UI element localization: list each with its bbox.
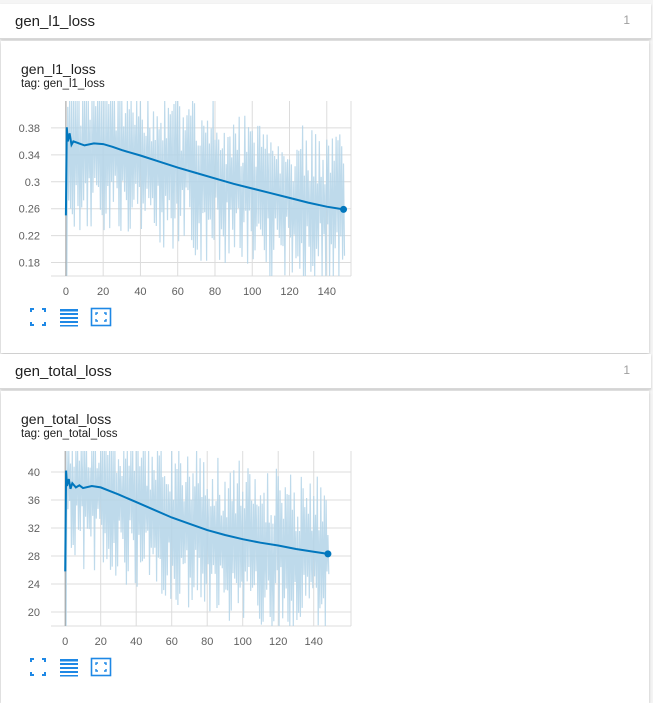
y-tick-label: 40 xyxy=(28,467,40,479)
card-title: gen_total_loss xyxy=(21,411,112,427)
y-tick-label: 28 xyxy=(28,551,40,563)
series-line xyxy=(64,470,329,572)
data-table-icon[interactable] xyxy=(57,656,81,678)
x-tick-label: 60 xyxy=(172,286,184,298)
expand-icon[interactable] xyxy=(26,656,50,678)
x-tick-label: 140 xyxy=(318,286,336,298)
raw-data-trace xyxy=(64,450,330,627)
card-title: gen_l1_loss xyxy=(21,61,96,77)
y-tick-label: 36 xyxy=(28,495,40,507)
raw-data-band xyxy=(64,450,330,627)
section-title: gen_total_loss xyxy=(15,363,112,380)
scalar-card-gen-l1-loss: gen_l1_loss tag: gen_l1_loss 0.18 0.22 0.2… xyxy=(1,41,649,353)
section-header-gen-total-loss[interactable]: gen_total_loss 1 xyxy=(0,354,651,389)
line-chart-gen-l1-loss[interactable]: 0.18 0.22 0.26 0.3 0.34 0.38 0 20 40 60 80 100 120 14… xyxy=(1,41,649,353)
section-header-gen-l1-loss[interactable]: gen_l1_loss 1 xyxy=(0,4,651,39)
y-tick-label: 32 xyxy=(28,523,40,535)
x-tick-label: 0 xyxy=(63,286,69,298)
card-tag: tag: gen_l1_loss xyxy=(21,78,105,90)
x-tick-label: 100 xyxy=(243,286,261,298)
card-tag: tag: gen_total_loss xyxy=(21,428,118,440)
data-table-icon[interactable] xyxy=(57,306,81,328)
x-tick-label: 120 xyxy=(269,636,287,648)
y-tick-label: 0.38 xyxy=(19,123,40,135)
y-tick-label: 0.22 xyxy=(19,231,40,243)
x-tick-label: 60 xyxy=(166,636,178,648)
x-tick-label: 40 xyxy=(130,636,142,648)
section-count: 1 xyxy=(623,363,630,377)
section-title: gen_l1_loss xyxy=(15,13,96,30)
expand-icon[interactable] xyxy=(26,306,50,328)
y-tick-label: 0.34 xyxy=(19,150,40,162)
line-chart-gen-total-loss[interactable]: 20 24 28 32 36 40 0 20 40 60 80 100 120 140 xyxy=(1,391,649,703)
x-tick-label: 100 xyxy=(234,636,252,648)
fit-domain-icon[interactable] xyxy=(89,306,113,328)
raw-data-trace xyxy=(65,100,346,277)
series-end-point xyxy=(324,550,332,558)
x-tick-label: 40 xyxy=(134,286,146,298)
x-tick-label: 20 xyxy=(97,286,109,298)
series-line xyxy=(64,127,344,216)
y-tick-label: 0.18 xyxy=(19,258,40,270)
y-tick-label: 0.3 xyxy=(25,177,40,189)
y-tick-label: 0.26 xyxy=(19,204,40,216)
x-tick-label: 20 xyxy=(95,636,107,648)
series-end-point xyxy=(340,205,348,213)
scalar-card-gen-total-loss: gen_total_loss tag: gen_total_loss 20 24 2… xyxy=(1,391,649,703)
x-tick-label: 120 xyxy=(280,286,298,298)
x-tick-label: 140 xyxy=(305,636,323,648)
raw-data-band xyxy=(65,100,346,277)
x-tick-label: 80 xyxy=(201,636,213,648)
x-tick-label: 80 xyxy=(209,286,221,298)
x-tick-label: 0 xyxy=(62,636,68,648)
y-tick-label: 20 xyxy=(28,607,40,619)
section-count: 1 xyxy=(623,13,630,27)
y-tick-label: 24 xyxy=(28,579,40,591)
fit-domain-icon[interactable] xyxy=(89,656,113,678)
